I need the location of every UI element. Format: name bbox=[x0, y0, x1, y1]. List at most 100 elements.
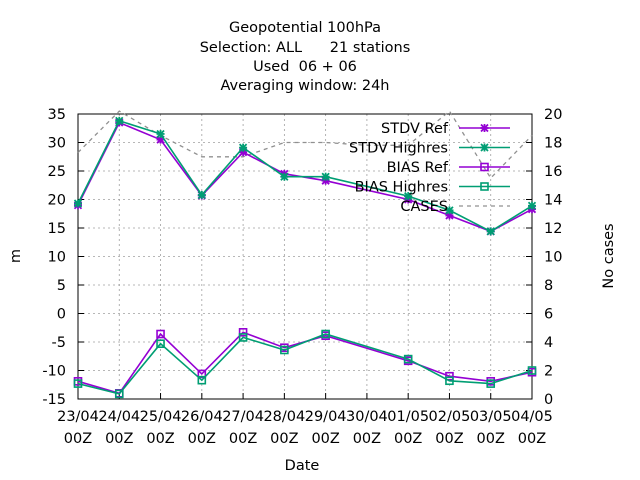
series-line bbox=[77, 331, 533, 395]
x-tick-label: 29/04 bbox=[305, 409, 347, 425]
x-tick-label: 28/04 bbox=[263, 409, 305, 425]
data-point bbox=[115, 116, 124, 125]
y-tick-label: 15 bbox=[48, 221, 66, 237]
legend-marker bbox=[480, 123, 489, 133]
series-stdv-highres bbox=[73, 116, 537, 236]
legend-label: STDV Ref bbox=[381, 121, 449, 137]
x-tick-label: 03/05 bbox=[470, 409, 512, 425]
y2-tick-label: 12 bbox=[544, 221, 562, 237]
x-tick-label: 27/04 bbox=[222, 409, 264, 425]
data-point bbox=[527, 366, 537, 375]
data-point bbox=[486, 227, 495, 236]
y2-tick-label: 0 bbox=[544, 392, 553, 408]
data-point bbox=[445, 371, 454, 381]
y2-tick-label: 16 bbox=[544, 164, 562, 180]
data-point bbox=[73, 199, 83, 208]
y2-tick-label: 18 bbox=[544, 136, 562, 152]
legend-marker bbox=[480, 143, 489, 152]
x-tick-label: 24/04 bbox=[98, 409, 140, 425]
data-point bbox=[486, 379, 496, 388]
x-tick-label: 00Z bbox=[394, 431, 422, 447]
y2-tick-label: 8 bbox=[544, 278, 553, 294]
axes bbox=[77, 113, 533, 400]
legend: STDV Ref STDV Highres BIAS Ref BIAS Highres… bbox=[349, 121, 510, 215]
x-tick-label: 00Z bbox=[64, 431, 92, 447]
x-tick-label: 26/04 bbox=[181, 409, 223, 425]
y-tick-label: -5 bbox=[52, 335, 66, 351]
series bbox=[73, 110, 537, 399]
title-line-2: Selection: ALL 21 stations bbox=[200, 40, 411, 56]
data-point bbox=[197, 190, 206, 200]
data-point bbox=[197, 375, 207, 385]
series-bias-ref bbox=[73, 328, 537, 398]
legend-label: STDV Highres bbox=[349, 141, 448, 157]
x-tick-label: 23/04 bbox=[57, 409, 99, 425]
data-point bbox=[156, 339, 165, 349]
y-tick-label: -15 bbox=[42, 392, 66, 408]
data-point bbox=[445, 206, 454, 215]
tick-labels: -15 -10 -5 0 5 10 15 20 25 30 35 0 2 4 6 8 10 12 14 16 18 20 2… bbox=[42, 107, 562, 447]
data-point bbox=[238, 333, 248, 342]
y2-tick-label: 14 bbox=[544, 193, 562, 209]
y-tick-label: 0 bbox=[57, 307, 66, 323]
legend-marker bbox=[480, 182, 489, 191]
legend-entry: BIAS Ref bbox=[387, 160, 510, 176]
series-cases bbox=[77, 110, 533, 180]
data-point bbox=[527, 201, 537, 210]
data-point bbox=[280, 172, 289, 181]
data-point bbox=[156, 129, 165, 139]
title-line-3: Used 06 + 06 bbox=[253, 59, 357, 75]
data-point bbox=[238, 328, 248, 337]
legend-entry: STDV Ref bbox=[381, 121, 510, 137]
y2-tick-label: 6 bbox=[544, 307, 553, 323]
grid bbox=[78, 114, 532, 399]
y-axis-label: m bbox=[8, 249, 24, 263]
x-tick-label: 00Z bbox=[353, 431, 381, 447]
data-point bbox=[280, 345, 289, 355]
series-line bbox=[77, 110, 533, 180]
legend-label: CASES bbox=[400, 199, 448, 215]
legend-marker bbox=[480, 162, 489, 172]
x-tick-label: 00Z bbox=[229, 431, 257, 447]
legend-entry: BIAS Highres bbox=[355, 180, 510, 196]
y2-tick-label: 20 bbox=[544, 107, 562, 123]
x-tick-label: 00Z bbox=[518, 431, 546, 447]
x-tick-label: 00Z bbox=[146, 431, 174, 447]
y2-tick-label: 10 bbox=[544, 250, 562, 266]
data-point bbox=[445, 376, 454, 386]
y2-tick-label: 2 bbox=[544, 364, 553, 380]
data-point bbox=[321, 172, 330, 181]
legend-label: BIAS Ref bbox=[387, 160, 449, 176]
x-tick-label: 00Z bbox=[311, 431, 339, 447]
title-line-4: Averaging window: 24h bbox=[220, 78, 389, 94]
y-tick-label: 25 bbox=[48, 164, 66, 180]
y-tick-label: 10 bbox=[48, 250, 66, 266]
data-point bbox=[238, 143, 248, 152]
y-tick-label: 30 bbox=[48, 136, 66, 152]
series-bias-highres bbox=[73, 329, 537, 399]
legend-label: BIAS Highres bbox=[355, 180, 448, 196]
x-tick-label: 00Z bbox=[435, 431, 463, 447]
x-tick-label: 25/04 bbox=[140, 409, 182, 425]
y2-axis-label: No cases bbox=[601, 223, 617, 288]
series-line bbox=[77, 119, 533, 233]
data-point bbox=[73, 379, 83, 388]
x-axis-label: Date bbox=[285, 458, 320, 474]
x-tick-label: 04/05 bbox=[511, 409, 553, 425]
x-tick-label: 01/05 bbox=[387, 409, 429, 425]
title-line-1: Geopotential 100hPa bbox=[229, 20, 381, 36]
y-tick-label: 5 bbox=[57, 278, 66, 294]
x-tick-label: 00Z bbox=[188, 431, 216, 447]
x-tick-label: 02/05 bbox=[429, 409, 471, 425]
x-tick-label: 00Z bbox=[477, 431, 505, 447]
data-point bbox=[404, 191, 413, 201]
y-tick-label: 35 bbox=[48, 107, 66, 123]
y-tick-label: 20 bbox=[48, 193, 66, 209]
x-tick-label: 30/04 bbox=[346, 409, 388, 425]
data-point bbox=[156, 329, 165, 339]
x-tick-label: 00Z bbox=[270, 431, 298, 447]
legend-entry: CASES bbox=[400, 199, 510, 215]
y-tick-label: -10 bbox=[42, 364, 66, 380]
data-point bbox=[321, 329, 330, 339]
